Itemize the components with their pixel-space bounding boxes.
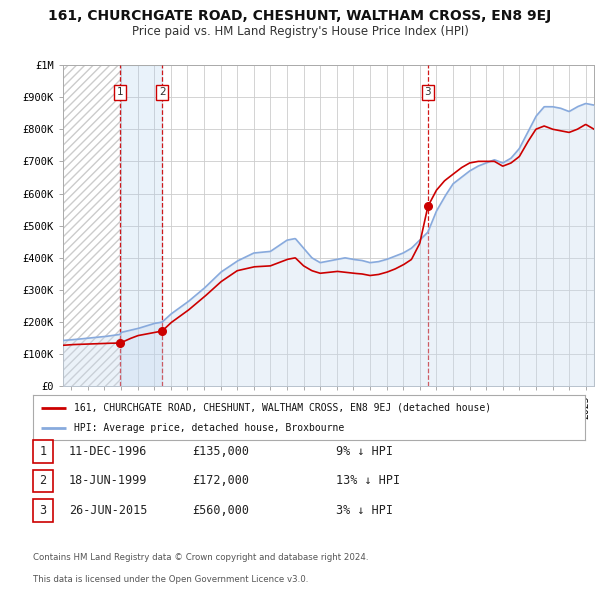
Text: 26-JUN-2015: 26-JUN-2015	[69, 504, 148, 517]
Text: £560,000: £560,000	[192, 504, 249, 517]
Bar	[63, 65, 120, 386]
Text: This data is licensed under the Open Government Licence v3.0.: This data is licensed under the Open Gov…	[33, 575, 308, 584]
Text: 161, CHURCHGATE ROAD, CHESHUNT, WALTHAM CROSS, EN8 9EJ (detached house): 161, CHURCHGATE ROAD, CHESHUNT, WALTHAM …	[74, 403, 491, 412]
Text: 2: 2	[159, 87, 166, 97]
Text: 9% ↓ HPI: 9% ↓ HPI	[336, 445, 393, 458]
Text: 11-DEC-1996: 11-DEC-1996	[69, 445, 148, 458]
Text: 13% ↓ HPI: 13% ↓ HPI	[336, 474, 400, 487]
Text: 18-JUN-1999: 18-JUN-1999	[69, 474, 148, 487]
Bar	[120, 65, 162, 386]
Text: Price paid vs. HM Land Registry's House Price Index (HPI): Price paid vs. HM Land Registry's House …	[131, 25, 469, 38]
Text: 1: 1	[40, 445, 46, 458]
Text: 1: 1	[117, 87, 124, 97]
Text: £172,000: £172,000	[192, 474, 249, 487]
Text: £135,000: £135,000	[192, 445, 249, 458]
Text: 3: 3	[425, 87, 431, 97]
Text: Contains HM Land Registry data © Crown copyright and database right 2024.: Contains HM Land Registry data © Crown c…	[33, 553, 368, 562]
Text: 3% ↓ HPI: 3% ↓ HPI	[336, 504, 393, 517]
Text: HPI: Average price, detached house, Broxbourne: HPI: Average price, detached house, Brox…	[74, 424, 344, 434]
Text: 2: 2	[40, 474, 46, 487]
Text: 3: 3	[40, 504, 46, 517]
Text: 161, CHURCHGATE ROAD, CHESHUNT, WALTHAM CROSS, EN8 9EJ: 161, CHURCHGATE ROAD, CHESHUNT, WALTHAM …	[49, 9, 551, 23]
